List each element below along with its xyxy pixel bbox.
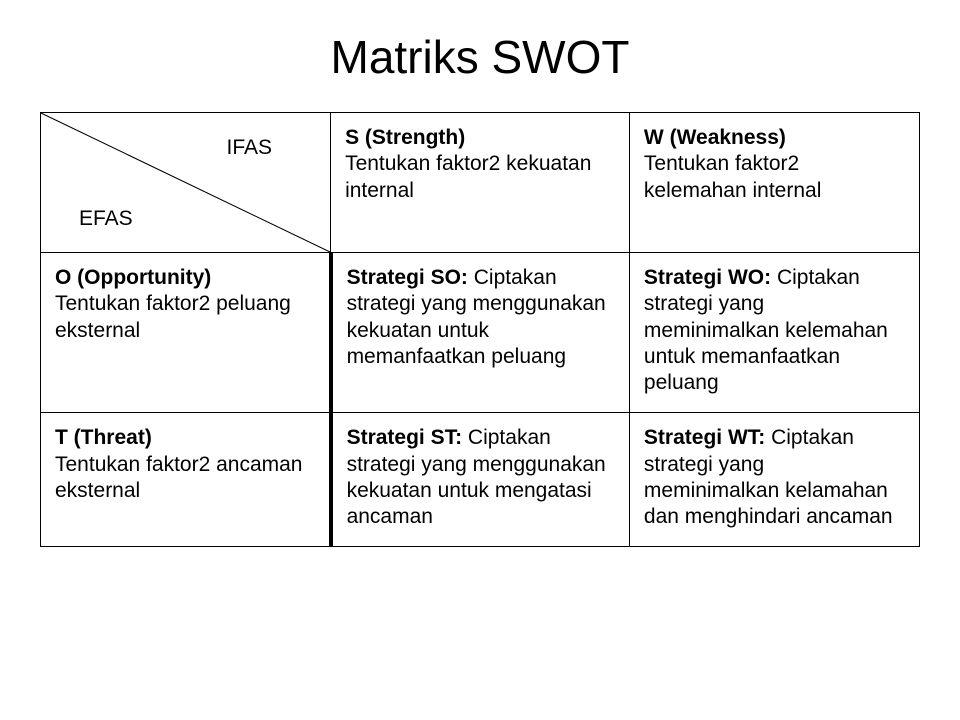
header-t-label: T (Threat) <box>55 425 315 451</box>
page-title: Matriks SWOT <box>40 30 920 84</box>
header-threat: T (Threat) Tentukan faktor2 ancaman ekst… <box>41 413 331 547</box>
corner-cell: IFAS EFAS <box>41 113 331 253</box>
header-w-label: W (Weakness) <box>644 125 905 151</box>
slide: Matriks SWOT IFAS EFAS S (Strength) Tent… <box>0 0 960 587</box>
table-row: IFAS EFAS S (Strength) Tentukan faktor2 … <box>41 113 920 253</box>
header-s-desc: Tentukan faktor2 kekuatan internal <box>345 151 615 204</box>
cell-so: Strategi SO: Ciptakan strategi yang meng… <box>331 253 630 413</box>
corner-top-label: IFAS <box>227 135 273 161</box>
header-strength: S (Strength) Tentukan faktor2 kekuatan i… <box>331 113 630 253</box>
header-o-desc: Tentukan faktor2 peluang eksternal <box>55 291 315 344</box>
table-row: O (Opportunity) Tentukan faktor2 peluang… <box>41 253 920 413</box>
cell-st: Strategi ST: Ciptakan strategi yang meng… <box>331 413 630 547</box>
corner-bottom-label: EFAS <box>79 206 133 232</box>
header-opportunity: O (Opportunity) Tentukan faktor2 peluang… <box>41 253 331 413</box>
header-o-label: O (Opportunity) <box>55 265 315 291</box>
header-w-desc: Tentukan faktor2 kelemahan internal <box>644 151 905 204</box>
header-t-desc: Tentukan faktor2 ancaman eksternal <box>55 452 315 505</box>
cell-so-label: Strategi SO: <box>347 266 474 289</box>
cell-st-label: Strategi ST: <box>347 426 468 449</box>
cell-wt: Strategi WT: Ciptakan strategi yang memi… <box>629 413 919 547</box>
cell-wo-label: Strategi WO: <box>644 266 777 289</box>
header-weakness: W (Weakness) Tentukan faktor2 kelemahan … <box>629 113 919 253</box>
header-s-label: S (Strength) <box>345 125 615 151</box>
cell-wo: Strategi WO: Ciptakan strategi yang memi… <box>629 253 919 413</box>
cell-wt-label: Strategi WT: <box>644 426 771 449</box>
swot-matrix: IFAS EFAS S (Strength) Tentukan faktor2 … <box>40 112 920 547</box>
table-row: T (Threat) Tentukan faktor2 ancaman ekst… <box>41 413 920 547</box>
